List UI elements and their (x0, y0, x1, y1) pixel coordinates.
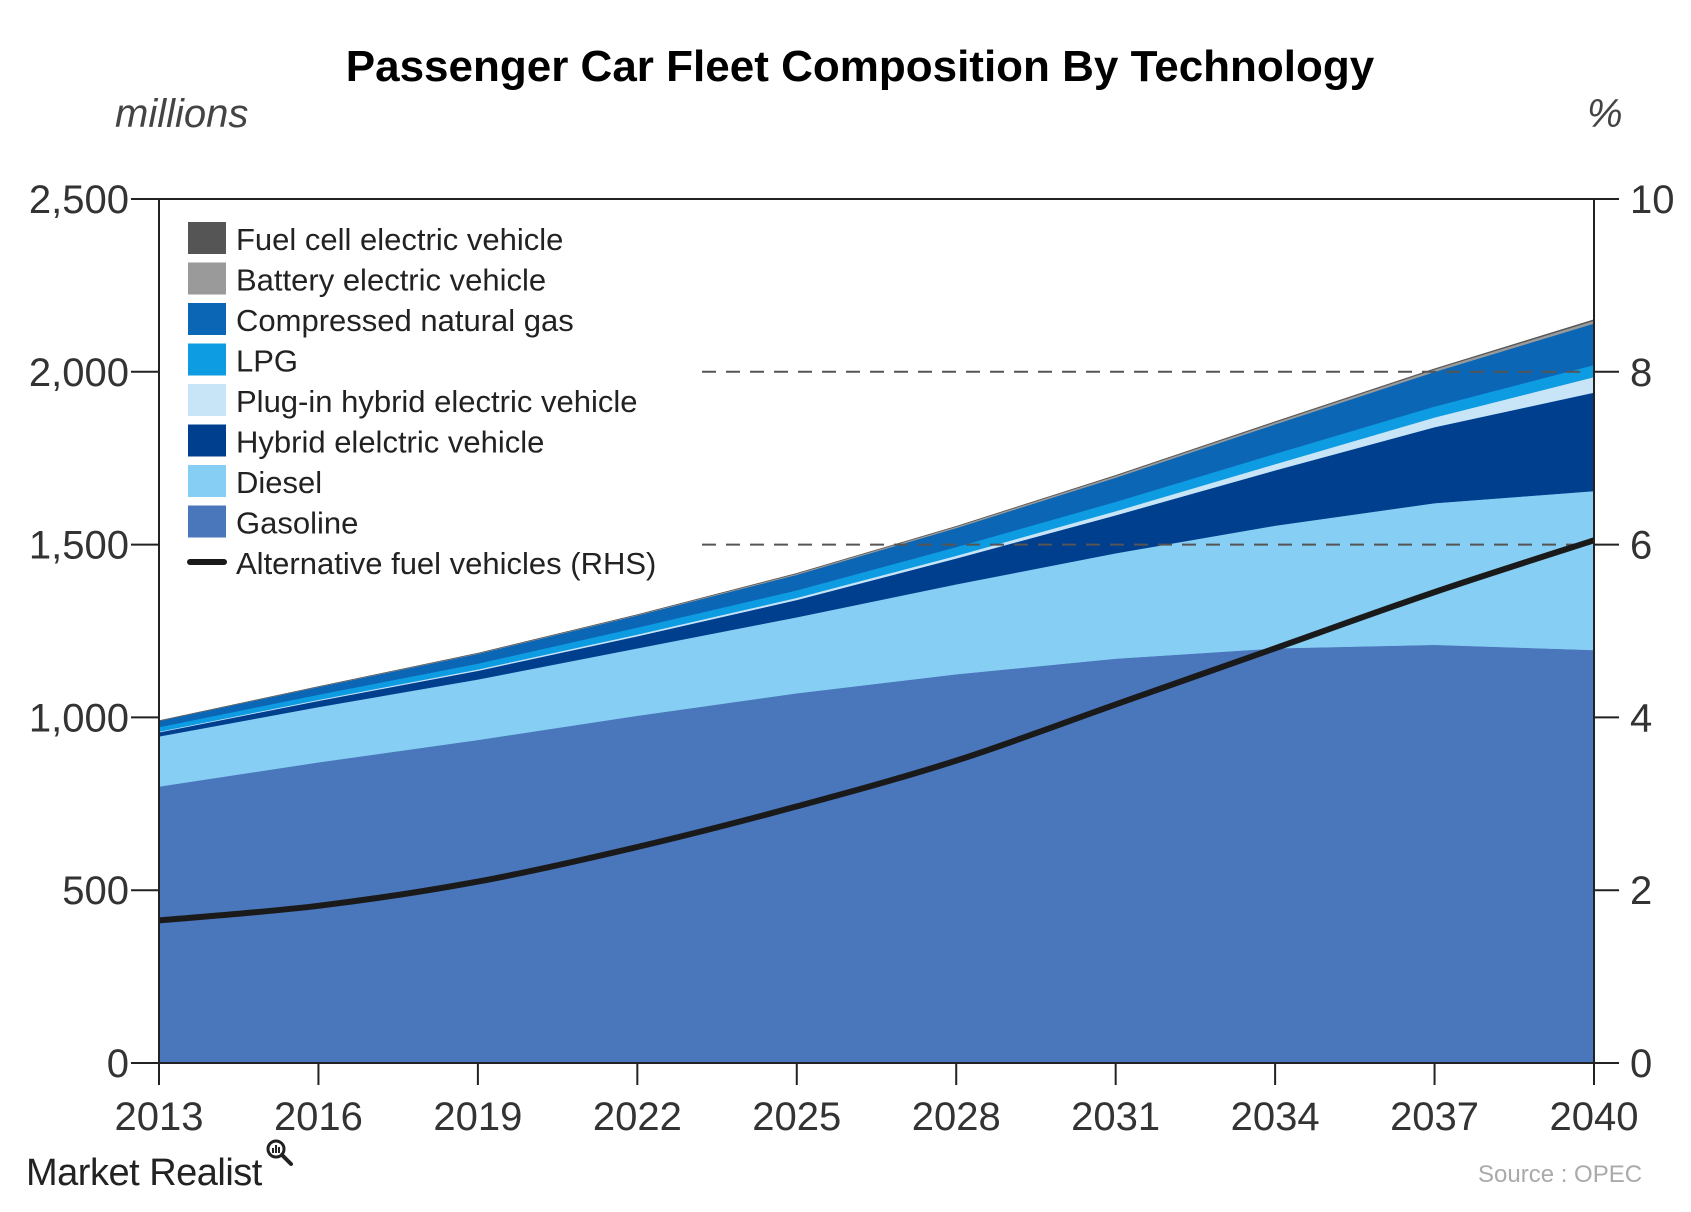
legend-label-alternative-fuel-vehicles-rhs: Alternative fuel vehicles (RHS) (236, 546, 656, 581)
right-tick-label: 2 (1630, 869, 1652, 913)
left-tick-label: 2,500 (29, 178, 129, 222)
legend-label-lpg: LPG (236, 344, 298, 379)
legend: Fuel cell electric vehicle Battery electr… (187, 222, 656, 581)
x-tick-label: 2019 (433, 1095, 522, 1139)
market-realist-logo: Market Realist (26, 1139, 294, 1195)
right-axis-unit: % (1587, 92, 1623, 136)
right-tick-label: 4 (1630, 696, 1652, 740)
legend-swatch-fuel-cell-electric-vehicle (188, 222, 226, 254)
legend-swatch-plug-in-hybrid-electric-vehicle (188, 384, 226, 416)
left-tick-label: 500 (62, 869, 129, 913)
magnifier-icon (264, 1134, 294, 1177)
logo-text: Market Realist (26, 1152, 262, 1194)
x-tick-label: 2022 (593, 1095, 682, 1139)
x-tick-label: 2028 (912, 1095, 1001, 1139)
x-tick-label: 2025 (752, 1095, 841, 1139)
legend-swatch-lpg (188, 343, 226, 376)
legend-label-hybrid-elelctric-vehicle: Hybrid elelctric vehicle (236, 425, 544, 460)
left-tick-label: 2,000 (29, 351, 129, 395)
source-note: Source : OPEC (1478, 1161, 1643, 1188)
legend-label-compressed-natural-gas: Compressed natural gas (236, 303, 574, 338)
x-tick-label: 2034 (1231, 1095, 1320, 1139)
legend-label-gasoline: Gasoline (236, 506, 358, 541)
legend-swatch-hybrid-elelctric-vehicle (188, 424, 226, 457)
legend-swatch-diesel (188, 465, 226, 497)
right-tick-label: 6 (1630, 524, 1652, 568)
right-tick-label: 8 (1630, 351, 1652, 395)
right-tick-label: 0 (1630, 1042, 1652, 1086)
left-tick-label: 1,500 (29, 524, 129, 568)
legend-label-plug-in-hybrid-electric-vehicle: Plug-in hybrid electric vehicle (236, 384, 637, 419)
legend-label-battery-electric-vehicle: Battery electric vehicle (236, 263, 546, 298)
legend-swatch-battery-electric-vehicle (188, 262, 226, 295)
legend-swatch-gasoline (188, 505, 226, 538)
left-tick-label: 1,000 (29, 696, 129, 740)
stacked-areas (158, 319, 1595, 1064)
left-tick-label: 0 (107, 1042, 129, 1086)
alt-fuel-vehicles-line (158, 537, 1595, 924)
axes: 0 500 1,000 1,500 2,000 2,500 0 2 4 6 8 10 2013 2016 2… (29, 178, 1675, 1139)
legend-label-fuel-cell-electric-vehicle: Fuel cell electric vehicle (236, 222, 563, 257)
legend-swatch-compressed-natural-gas (188, 303, 226, 335)
x-tick-label: 2037 (1390, 1095, 1479, 1139)
legend-label-diesel: Diesel (236, 465, 322, 500)
x-tick-label: 2040 (1550, 1095, 1639, 1139)
left-axis-unit: millions (115, 92, 249, 136)
x-tick-label: 2013 (115, 1095, 204, 1139)
x-tick-label: 2016 (274, 1095, 363, 1139)
alt-fuel-line-layer (158, 537, 1595, 924)
x-tick-label: 2031 (1071, 1095, 1160, 1139)
reference-lines (702, 370, 1586, 546)
right-tick-label: 10 (1630, 178, 1675, 222)
chart-title: Passenger Car Fleet Composition By Techn… (345, 42, 1375, 91)
